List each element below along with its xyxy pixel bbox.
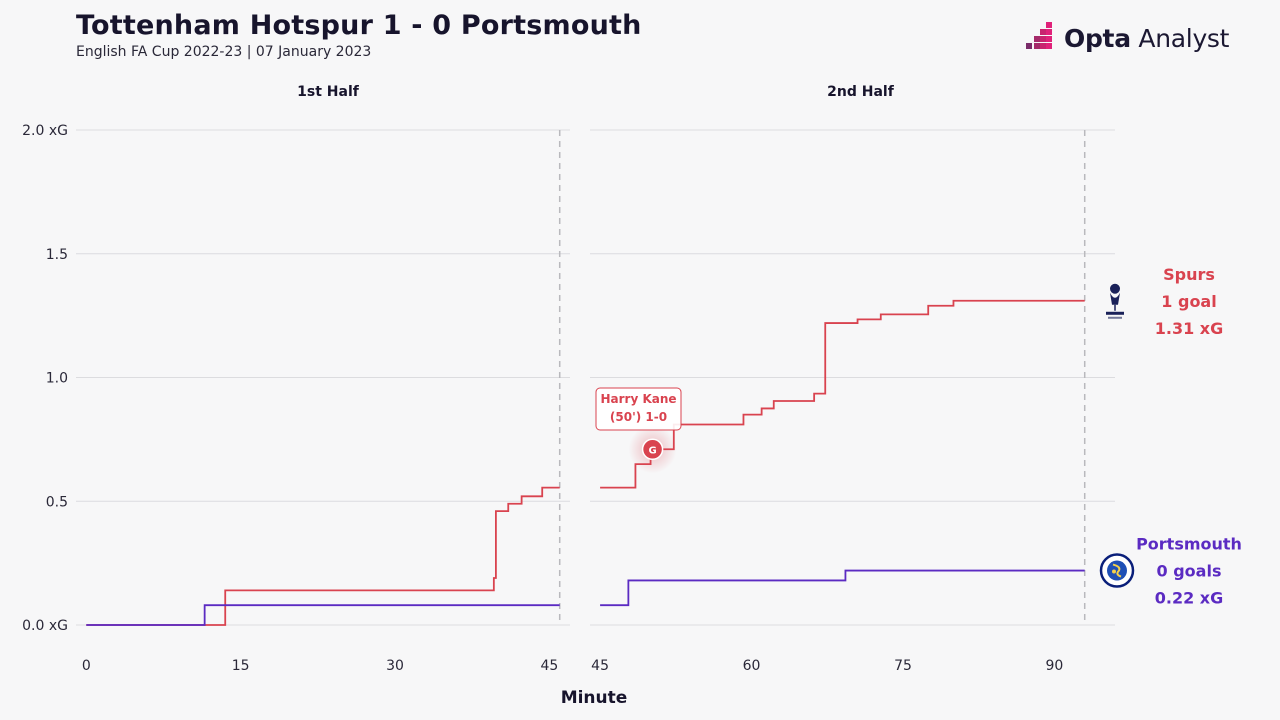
spurs-crest-icon-text <box>1108 316 1122 319</box>
half-end-markers <box>558 130 1086 625</box>
brand-bold: Opta <box>1064 23 1131 53</box>
y-axis-ticks: 0.0 xG 0.5 1.0 1.5 2.0 xG <box>22 123 68 634</box>
y-tick-label: 0.5 <box>46 494 68 510</box>
spurs-crest-icon-body <box>1110 292 1120 305</box>
spurs-crest-icon-head <box>1110 283 1120 294</box>
chart-title: Tottenham Hotspur 1 - 0 Portsmouth <box>76 10 642 41</box>
chart-grid <box>76 129 1115 626</box>
goal-annotation-box <box>595 387 682 431</box>
team-summary-spurs-line-2: 1 goal <box>1161 292 1216 311</box>
series-line-portsmouth-half2 <box>600 569 1085 607</box>
goal-annotation-line-2: (50') 1-0 <box>610 410 667 424</box>
y-tick-label: 1.0 <box>46 371 68 387</box>
brand-rest: Analyst <box>1130 23 1230 53</box>
opta-logo-icon <box>1026 22 1052 49</box>
goal-marker <box>641 438 664 461</box>
portsmouth-crest-icon-star <box>1112 569 1116 574</box>
team-summary-portsmouth-line-3: 0.22 xG <box>1155 589 1224 608</box>
panel-title-2: 2nd Half <box>827 84 895 100</box>
goal-annotation-line-1: Harry Kane <box>600 392 676 406</box>
x-tick-label: 75 <box>894 658 912 674</box>
team-summary-portsmouth-line-1: Portsmouth <box>1136 535 1242 554</box>
series-line-portsmouth-half1 <box>86 604 560 626</box>
series-lines <box>86 299 1085 626</box>
y-tick-label: 0.0 xG <box>22 618 68 634</box>
x-tick-label: 30 <box>386 658 404 674</box>
spurs-crest-icon <box>1106 283 1124 319</box>
team-summary-spurs-line-1: Spurs <box>1163 265 1215 284</box>
chart-subtitle: English FA Cup 2022-23 | 07 January 2023 <box>76 44 372 60</box>
portsmouth-crest-icon <box>1099 553 1135 588</box>
x-tick-label: 15 <box>232 658 250 674</box>
x-axis-title: Minute <box>561 688 628 708</box>
panel-labels: 1st Half 2nd Half <box>297 84 895 100</box>
goal-marker-label: G <box>648 445 656 456</box>
team-summaries: Spurs 1 goal 1.31 xG Portsmouth 0 goals 0.22 … <box>1136 265 1242 608</box>
spurs-crest-icon-base <box>1106 311 1124 315</box>
x-tick-label: 45 <box>591 658 609 674</box>
team-summary-portsmouth-line-2: 0 goals <box>1157 562 1222 581</box>
x-tick-label: 90 <box>1046 658 1064 674</box>
portsmouth-crest-icon-moon <box>1112 563 1122 578</box>
x-tick-label: 0 <box>82 658 91 674</box>
series-line-spurs-half1 <box>86 486 560 626</box>
team-badges <box>1099 283 1135 588</box>
y-tick-label: 2.0 xG <box>22 123 68 139</box>
opta-analyst-logo: Opta Analyst <box>1022 20 1229 56</box>
x-axis-ticks: 0 15 30 45 45 60 75 90 <box>82 658 1064 674</box>
portsmouth-crest-icon-disc <box>1107 560 1127 581</box>
x-tick-label: 60 <box>743 658 761 674</box>
chart-annotations: G Harry Kane (50') 1-0 <box>595 387 682 474</box>
x-tick-label: 45 <box>541 658 559 674</box>
team-summary-spurs-line-3: 1.31 xG <box>1155 319 1224 338</box>
panel-title-1: 1st Half <box>297 84 360 100</box>
y-tick-label: 1.5 <box>46 247 68 263</box>
